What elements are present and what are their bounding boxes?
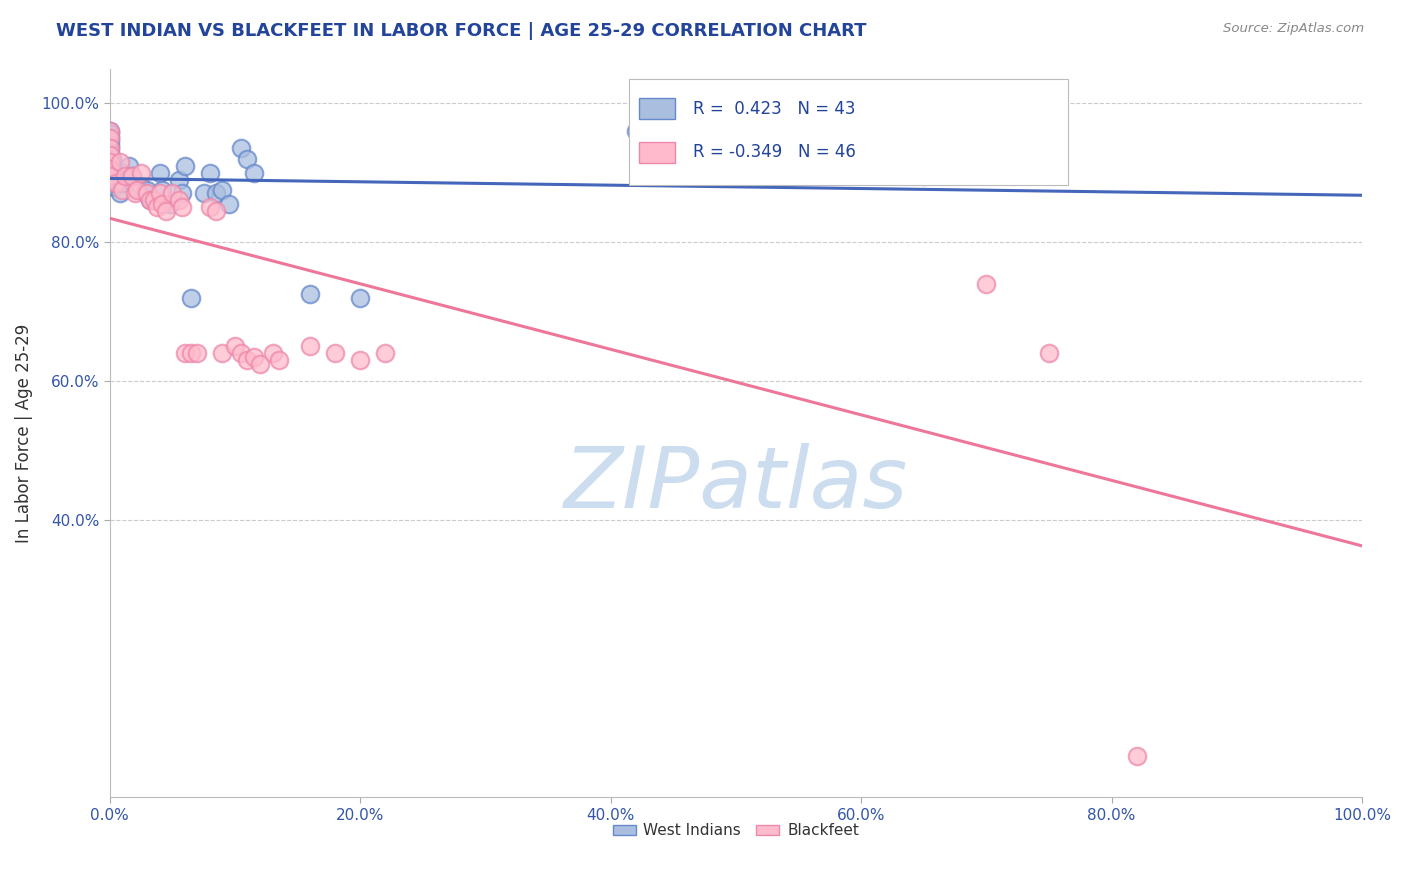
Point [650,117,672,131]
Point [108,186,131,201]
Point [299,339,322,353]
Point [186,346,208,360]
Legend: West Indians, Blackfeet: West Indians, Blackfeet [607,817,865,845]
Point [242,166,264,180]
Point [105,176,128,190]
Point [146,200,169,214]
Point [98,141,121,155]
Text: R =  0.423   N = 43: R = 0.423 N = 43 [693,100,856,118]
Point [103,179,125,194]
Point [299,287,322,301]
Point [198,200,221,214]
Point [108,155,131,169]
Point [114,169,136,183]
Point [139,194,162,208]
Point [162,186,184,201]
Point [205,186,228,201]
Point [101,166,124,180]
Point [149,166,172,180]
Point [111,183,134,197]
Text: Source: ZipAtlas.com: Source: ZipAtlas.com [1223,22,1364,36]
Point [1125,748,1147,763]
Point [205,203,228,218]
Point [103,172,125,186]
Point [242,350,264,364]
Point [349,353,371,368]
Point [98,155,121,169]
Point [149,186,172,201]
Point [180,291,202,305]
Point [173,346,195,360]
Point [262,346,284,360]
Text: ZIPatlas: ZIPatlas [564,442,908,525]
Point [98,148,121,162]
Point [139,194,162,208]
Point [249,357,271,371]
Point [111,176,134,190]
Point [173,159,195,173]
Point [976,277,998,291]
Point [231,141,253,155]
Point [167,194,190,208]
Point [101,159,124,173]
Point [224,339,246,353]
Point [127,183,149,197]
Point [121,169,143,183]
Point [98,137,121,152]
Point [374,346,396,360]
Point [98,145,121,159]
Text: WEST INDIAN VS BLACKFEET IN LABOR FORCE | AGE 25-29 CORRELATION CHART: WEST INDIAN VS BLACKFEET IN LABOR FORCE … [56,22,866,40]
Point [150,183,173,197]
Y-axis label: In Labor Force | Age 25-29: In Labor Force | Age 25-29 [15,324,32,542]
Bar [630,79,1067,186]
Point [129,166,152,180]
Point [121,169,143,183]
Point [167,172,190,186]
Point [129,179,152,194]
Point [98,135,121,149]
Bar [640,142,675,162]
Point [912,169,935,183]
Point [180,346,202,360]
Point [349,291,371,305]
Point [98,141,121,155]
Point [98,128,121,142]
Point [98,131,121,145]
Point [117,159,139,173]
Point [159,197,181,211]
Point [98,169,121,183]
Point [236,152,259,166]
Point [155,203,177,218]
Point [236,353,259,368]
Point [98,148,121,162]
Point [98,124,121,138]
Point [101,152,124,166]
Point [124,186,146,201]
Point [211,183,233,197]
Point [98,162,121,177]
Point [218,197,240,211]
Bar [640,98,675,119]
Point [1038,346,1060,360]
Point [111,166,134,180]
Point [136,183,159,197]
Point [108,169,131,183]
Point [172,186,194,201]
Point [172,200,194,214]
Point [624,124,647,138]
Point [150,197,173,211]
Point [267,353,290,368]
Point [193,186,215,201]
Point [323,346,346,360]
Point [211,346,233,360]
Point [136,186,159,201]
Point [98,124,121,138]
Point [231,346,253,360]
Text: R = -0.349   N = 46: R = -0.349 N = 46 [693,144,856,161]
Point [134,186,156,201]
Point [142,194,165,208]
Point [198,166,221,180]
Point [98,131,121,145]
Point [124,179,146,194]
